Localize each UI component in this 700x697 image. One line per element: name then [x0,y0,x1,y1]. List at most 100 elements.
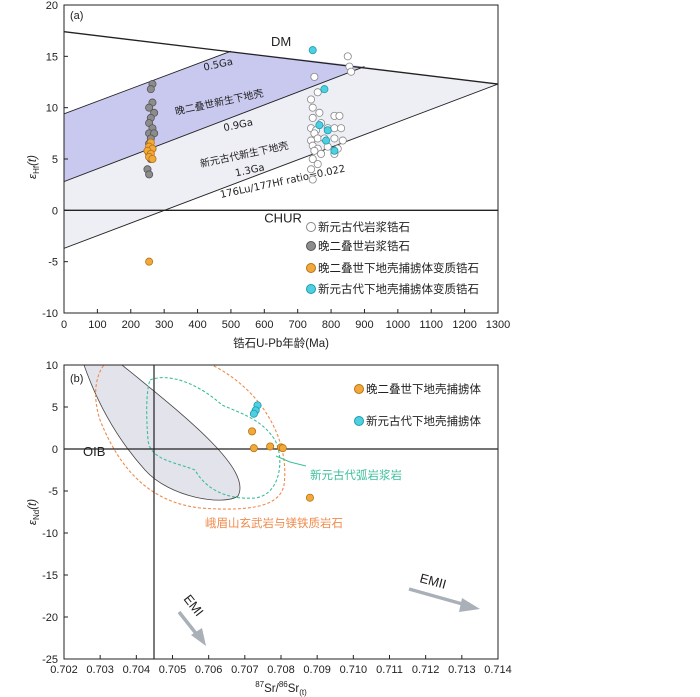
point-a-s1-31 [308,154,317,163]
legend-label-neoproterozoic-xenolith: 新元古代下地壳捕掳体变质锆石 [318,282,479,296]
x-tick-label-a-11: 1000 [386,319,410,331]
point-a-s1-34 [308,175,317,184]
panel-a-regions [64,51,498,249]
y-tick-label-b-1: -25 [42,654,58,666]
point-a-s1-33 [307,165,316,174]
x-tick-label-a-2: 100 [88,319,106,331]
point-b-s2-3 [249,409,258,418]
panel-b-y-label: εNd(t) [27,499,41,525]
point-a-s3-8 [145,257,154,266]
panel-b-label: (b) [70,373,83,385]
point-a-s4-5 [322,136,331,145]
point-a-s4-4 [323,126,332,135]
annotation-2: CHUR [264,211,302,226]
point-b-s1-2 [249,444,258,453]
x-tick-label-a-7: 600 [255,319,273,331]
legend-marker-late-permian-xenolith [306,263,316,273]
point-a-s1-19 [313,134,322,143]
point-a-s3-7 [148,154,157,163]
point-a-s1-29 [317,149,326,158]
legend-label-neoproterozoic-magmatic: 新元古代岩浆锆石 [318,220,410,234]
emi-arrow-shaft [177,610,200,638]
panel-b-fields [83,365,286,510]
x-tick-label-b-8: 0.709 [303,664,331,676]
point-a-s4-2 [320,85,329,94]
y-tick-label-a-3: 0 [52,205,58,217]
panel-a-legend: 新元古代岩浆锆石 晚二叠世岩浆锆石 晚二叠世下地壳捕掳体变质锆石 新元古代下地壳… [306,220,479,296]
legend-marker-b-neoproterozoic [354,416,364,426]
emi-label: EMI [181,592,207,619]
x-tick-label-a-12: 1100 [419,319,443,331]
legend-label-b-neoproterozoic: 新元古代下地壳捕掳体 [366,414,481,428]
x-tick-label-a-4: 300 [155,319,173,331]
point-a-s1-28 [310,146,319,155]
point-b-s1-6 [305,493,314,502]
emii-arrow-shaft [408,587,467,607]
panel-b-points [248,401,314,502]
x-tick-label-b-11: 0.712 [412,664,440,676]
y-tick-label-b-7: 5 [52,402,58,414]
y-tick-label-a-4: 5 [52,154,58,166]
reference-line-line-0-9ga [64,66,365,183]
point-b-s1-1 [248,427,257,436]
point-a-s1-7 [308,103,317,112]
point-a-s1-17 [337,124,346,133]
x-tick-label-a-13: 1200 [452,319,476,331]
y-tick-label-b-8: 10 [46,360,58,372]
panel-a: DMCHUR0.5Ga晚二叠世新生下地壳0.9Ga新元古代新生下地壳1.3Ga1… [27,0,510,350]
x-tick-label-a-1: 0 [61,319,67,331]
point-a-s1-8 [315,108,324,117]
emii-label: EMII [418,570,448,591]
reference-line-line-0-5ga [64,50,232,115]
reference-line-dm [64,31,498,85]
y-tick-label-a-2: -5 [48,257,58,269]
oib-field [83,365,241,501]
annotation-1: DM [271,34,291,49]
emeishan-field-label: 峨眉山玄武岩与镁铁质岩石 [205,516,343,530]
legend-label-b-late-permian: 晚二叠世下地壳捕掳体 [366,382,481,396]
point-b-s1-5 [278,444,287,453]
point-a-s1-16 [330,124,339,133]
y-tick-label-b-6: 0 [52,444,58,456]
legend-label-late-permian-xenolith: 晚二叠世下地壳捕掳体变质锆石 [318,261,479,275]
emeishan-field [95,365,286,510]
panel-b: 新元古代弧岩浆岩 峨眉山玄武岩与镁铁质岩石 OIB EMI EMII 0.702… [27,360,512,697]
point-b-s1-3 [266,442,275,451]
x-tick-label-b-1: 0.702 [50,664,78,676]
y-tick-label-b-5: -5 [48,486,58,498]
x-tick-label-b-7: 0.708 [267,664,295,676]
x-tick-label-a-14: 1300 [486,319,510,331]
y-tick-label-a-5: 10 [46,103,58,115]
emi-arrow-head [191,628,206,646]
point-a-s1-23 [338,136,347,145]
x-tick-label-a-6: 500 [222,319,240,331]
shaded-region-2 [64,66,498,249]
x-tick-label-b-4: 0.705 [159,664,187,676]
point-a-s1-3 [347,67,356,76]
y-tick-label-b-4: -10 [42,528,58,540]
point-a-s1-22 [330,134,339,143]
x-tick-label-a-10: 900 [355,319,373,331]
arc-field [146,377,281,499]
x-tick-label-a-5: 400 [188,319,206,331]
point-a-s4-1 [308,46,317,55]
point-a-s1-1 [343,52,352,61]
x-tick-label-b-5: 0.706 [195,664,223,676]
point-a-s2-2 [146,85,155,94]
point-a-s4-3 [315,121,324,130]
x-tick-label-b-12: 0.713 [448,664,476,676]
panel-a-label: (a) [70,10,83,22]
point-a-s1-10 [335,111,344,120]
point-a-s4-6 [330,146,339,155]
emi-arrow: EMI [177,592,207,646]
panel-a-points [143,46,356,266]
panel-b-ticks: 0.702 0.703 0.704 0.705 0.706 0.707 0.708 0.709… [42,360,512,676]
arc-label-leader [275,455,307,467]
y-tick-label-b-2: -20 [42,612,58,624]
legend-marker-neoproterozoic-magmatic [306,222,316,232]
legend-marker-neoproterozoic-xenolith [306,284,316,294]
legend-marker-b-late-permian [354,384,364,394]
x-tick-label-b-10: 0.711 [376,664,403,676]
panel-a-ticks: 0 100 200 300 400 500 600 700 800 900 1000 1100 1200… [42,0,510,331]
x-tick-label-b-9: 0.710 [340,664,368,676]
